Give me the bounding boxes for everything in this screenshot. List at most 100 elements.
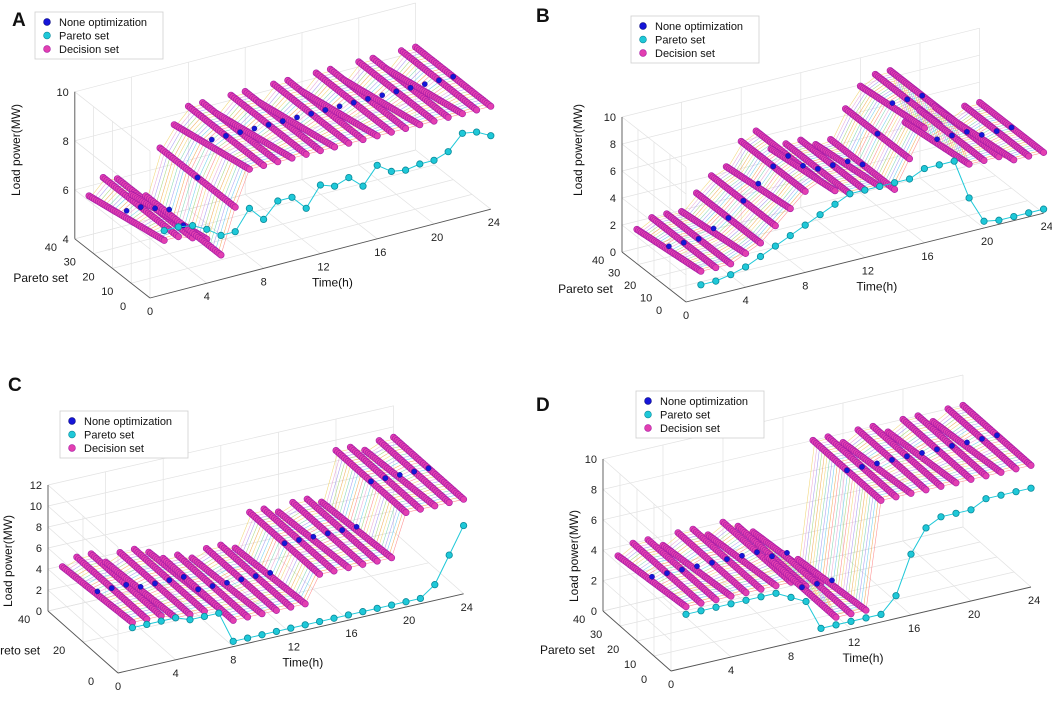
none-optimization-point [709, 559, 715, 566]
pareto-set-point [430, 156, 438, 164]
none-optimization-point [755, 180, 762, 187]
legend-entry: None optimization [59, 17, 147, 29]
none-optimization-point [166, 206, 172, 213]
y-axis-label: Load power(MW) [9, 104, 23, 196]
pareto-set-point [143, 620, 151, 628]
decision-ribbon [961, 102, 1033, 160]
z-tick-label: 0 [120, 301, 126, 313]
decision-set-point [771, 222, 779, 230]
none-optimization-point [339, 527, 346, 533]
decision-set-point [757, 239, 765, 247]
pareto-set-point [231, 228, 239, 236]
pareto-set-point [1012, 488, 1020, 496]
decision-ribbon [704, 531, 780, 590]
none-optimization-point [725, 215, 732, 221]
x-tick-label: 4 [743, 295, 749, 307]
none-optimization-point [904, 453, 910, 460]
panel-label: C [8, 375, 22, 396]
decision-set-point [862, 606, 870, 614]
none-optimization-point [382, 475, 389, 481]
none-optimization-point [322, 107, 329, 113]
y-axis-label: Load power(MW) [571, 104, 585, 196]
z-tick-label: 40 [592, 255, 604, 267]
decision-set-point [937, 482, 945, 490]
pareto-set-point [846, 190, 854, 198]
pareto-set-point [458, 129, 466, 137]
pareto-set-point [416, 594, 424, 603]
decision-ribbon [255, 99, 339, 151]
legend-marker [639, 35, 647, 44]
x-tick-label: 8 [230, 655, 236, 667]
none-optimization-point [310, 533, 317, 540]
y-tick-label: 4 [36, 564, 42, 576]
none-optimization-point [324, 530, 331, 537]
none-optimization-point [829, 577, 835, 584]
none-optimization-point [209, 583, 216, 589]
z-tick-label: 40 [45, 242, 57, 254]
y-tick-label: 8 [610, 139, 616, 151]
pareto-set-point [756, 252, 765, 261]
legend-entry: Pareto set [84, 430, 134, 442]
decision-set-point [330, 567, 338, 575]
pareto-set-point [1039, 205, 1048, 213]
decision-ribbon [693, 189, 765, 247]
decision-set-point [344, 564, 352, 572]
decision-set-point [229, 616, 237, 624]
legend-entry: Pareto set [655, 35, 705, 47]
decision-set-point [742, 589, 750, 597]
decision-set-point [742, 249, 750, 257]
pareto-set-point [459, 521, 468, 530]
none-optimization-point [769, 553, 775, 560]
decision-set-point [772, 582, 780, 590]
decision-ribbon [722, 163, 794, 213]
x-tick-label: 8 [261, 276, 267, 288]
pareto-set-point [817, 624, 825, 632]
decision-set-series [614, 401, 1035, 621]
pareto-set-point [980, 217, 988, 225]
decision-set-point [458, 110, 466, 118]
none-optimization-series [649, 432, 1000, 591]
decision-ribbon [944, 405, 1020, 473]
y-tick-label: 6 [63, 185, 69, 197]
decision-ribbon [737, 137, 809, 195]
decision-ribbon [929, 418, 1005, 476]
pareto-set-point [682, 610, 690, 618]
none-optimization-point [949, 443, 955, 449]
decision-set-point [359, 560, 367, 568]
decision-set-point [967, 475, 975, 483]
z-tick-label: 30 [608, 268, 620, 280]
x-tick-label: 0 [683, 310, 689, 322]
x-tick-label: 12 [848, 637, 860, 649]
decision-ribbon [73, 553, 151, 623]
none-optimization-point [994, 432, 1000, 439]
decision-ribbon [854, 426, 930, 494]
legend-marker [68, 417, 76, 425]
pareto-set-series [682, 484, 1035, 632]
x-tick-label: 24 [461, 602, 473, 614]
x-tick-label: 12 [288, 641, 300, 653]
legend-entry: Decision set [84, 443, 144, 455]
pareto-set-point [217, 231, 225, 239]
pareto-set-point [229, 637, 237, 645]
none-optimization-point [195, 586, 201, 593]
pareto-set-point [905, 175, 914, 183]
decision-ribbon [361, 446, 439, 510]
decision-ribbon [85, 192, 168, 244]
y-axis-label: Load power(MW) [1, 515, 15, 607]
pareto-set-point [892, 592, 900, 600]
decision-ribbon [116, 549, 194, 618]
none-optimization-point [336, 103, 343, 110]
none-optimization-point [365, 96, 371, 102]
decision-set-point [832, 613, 840, 621]
decision-set-point [786, 205, 794, 213]
none-optimization-point [949, 132, 955, 139]
decision-set-point [288, 154, 296, 162]
x-tick-label: 16 [345, 628, 357, 640]
pareto-set-point [697, 281, 705, 289]
pareto-set-point [802, 597, 810, 606]
decision-set-point [907, 489, 915, 497]
pareto-set-point [387, 167, 395, 175]
decision-set-point [1040, 148, 1048, 156]
decision-set-point [388, 554, 396, 562]
